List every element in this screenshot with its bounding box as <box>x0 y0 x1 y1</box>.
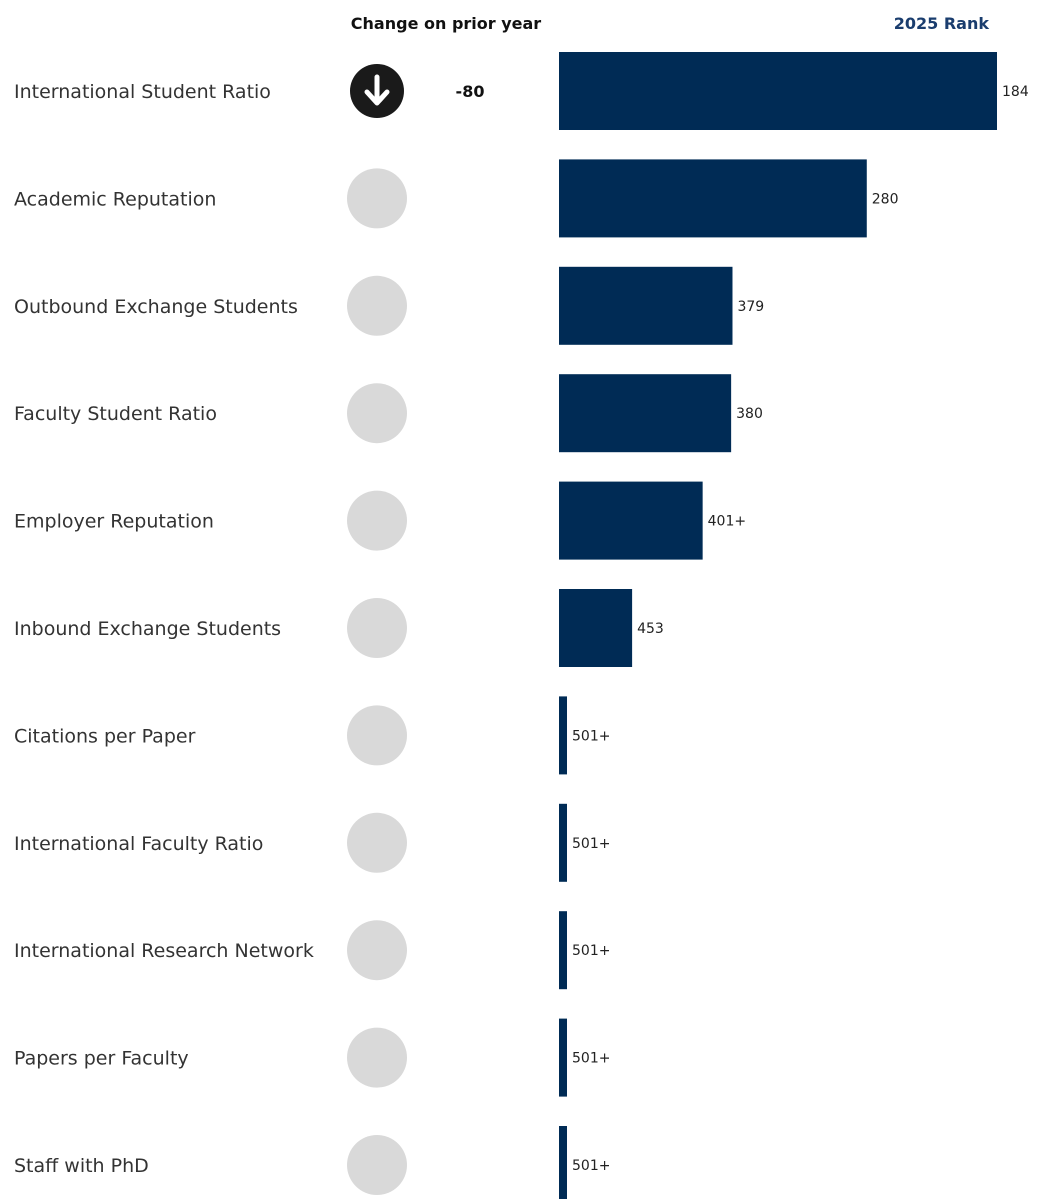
chart-row: Employer Reputation 401+ <box>14 481 746 560</box>
rank-value-label: 501+ <box>572 943 610 959</box>
chart-row: Faculty Student Ratio 380 <box>14 374 763 453</box>
category-label: International Research Network <box>14 940 314 962</box>
rank-value-label: 184 <box>1002 84 1029 100</box>
change-header: Change on prior year <box>351 14 542 33</box>
category-label: Academic Reputation <box>14 188 216 210</box>
rank-bar <box>559 481 703 560</box>
neutral-circle-icon <box>347 490 407 551</box>
rank-bar <box>559 803 567 882</box>
chart-row: Papers per Faculty 501+ <box>14 1018 610 1097</box>
chart-row: International Research Network 501+ <box>14 911 610 990</box>
rank-bar <box>559 696 567 775</box>
rank-value-label: 501+ <box>572 1051 610 1067</box>
chart-row: International Faculty Ratio 501+ <box>14 803 610 882</box>
rank-value-label: 379 <box>737 299 764 315</box>
rank-bar <box>559 52 997 130</box>
neutral-circle-icon <box>347 812 407 873</box>
chart-row: Outbound Exchange Students 379 <box>14 266 764 345</box>
category-label: Inbound Exchange Students <box>14 618 281 640</box>
change-value: -80 <box>456 82 485 101</box>
neutral-circle-icon <box>347 275 407 336</box>
rank-bar <box>559 589 633 667</box>
neutral-circle-icon <box>347 705 407 766</box>
rank-value-label: 453 <box>637 621 664 637</box>
neutral-circle-icon <box>347 920 407 981</box>
chart-row: International Student Ratio -80 184 <box>14 52 1029 130</box>
neutral-circle-icon <box>347 383 407 444</box>
neutral-circle-icon <box>347 1027 407 1088</box>
rank-value-label: 401+ <box>708 514 746 530</box>
category-label: Staff with PhD <box>14 1155 149 1177</box>
rank-bar <box>559 1018 567 1097</box>
rank-value-label: 380 <box>736 406 763 422</box>
category-label: Employer Reputation <box>14 511 214 533</box>
rank-bar <box>559 1126 567 1199</box>
rank-bar <box>559 374 732 453</box>
rank-value-label: 501+ <box>572 836 610 852</box>
category-label: International Faculty Ratio <box>14 833 263 855</box>
neutral-circle-icon <box>347 168 407 229</box>
chart-row: Citations per Paper 501+ <box>14 696 610 775</box>
rank-header: 2025 Rank <box>894 14 990 33</box>
category-label: Faculty Student Ratio <box>14 403 217 425</box>
rank-bar <box>559 911 567 990</box>
rank-bar <box>559 266 733 345</box>
chart-rows: International Student Ratio -80 184 Academi… <box>14 52 1029 1199</box>
arrow-down-icon-glyph <box>364 74 390 106</box>
neutral-circle-icon <box>347 1135 407 1195</box>
rank-bar <box>559 159 867 238</box>
arrow-down-icon <box>350 64 404 118</box>
category-label: Citations per Paper <box>14 725 196 747</box>
chart-row: Staff with PhD 501+ <box>14 1126 610 1199</box>
rank-value-label: 501+ <box>572 728 610 744</box>
category-label: Papers per Faculty <box>14 1048 189 1070</box>
category-label: International Student Ratio <box>14 81 271 103</box>
category-label: Outbound Exchange Students <box>14 296 298 318</box>
neutral-circle-icon <box>347 598 407 658</box>
rank-value-label: 280 <box>872 191 899 207</box>
rank-value-label: 501+ <box>572 1158 610 1174</box>
chart-row: Academic Reputation 280 <box>14 159 899 238</box>
chart-row: Inbound Exchange Students 453 <box>14 589 664 667</box>
